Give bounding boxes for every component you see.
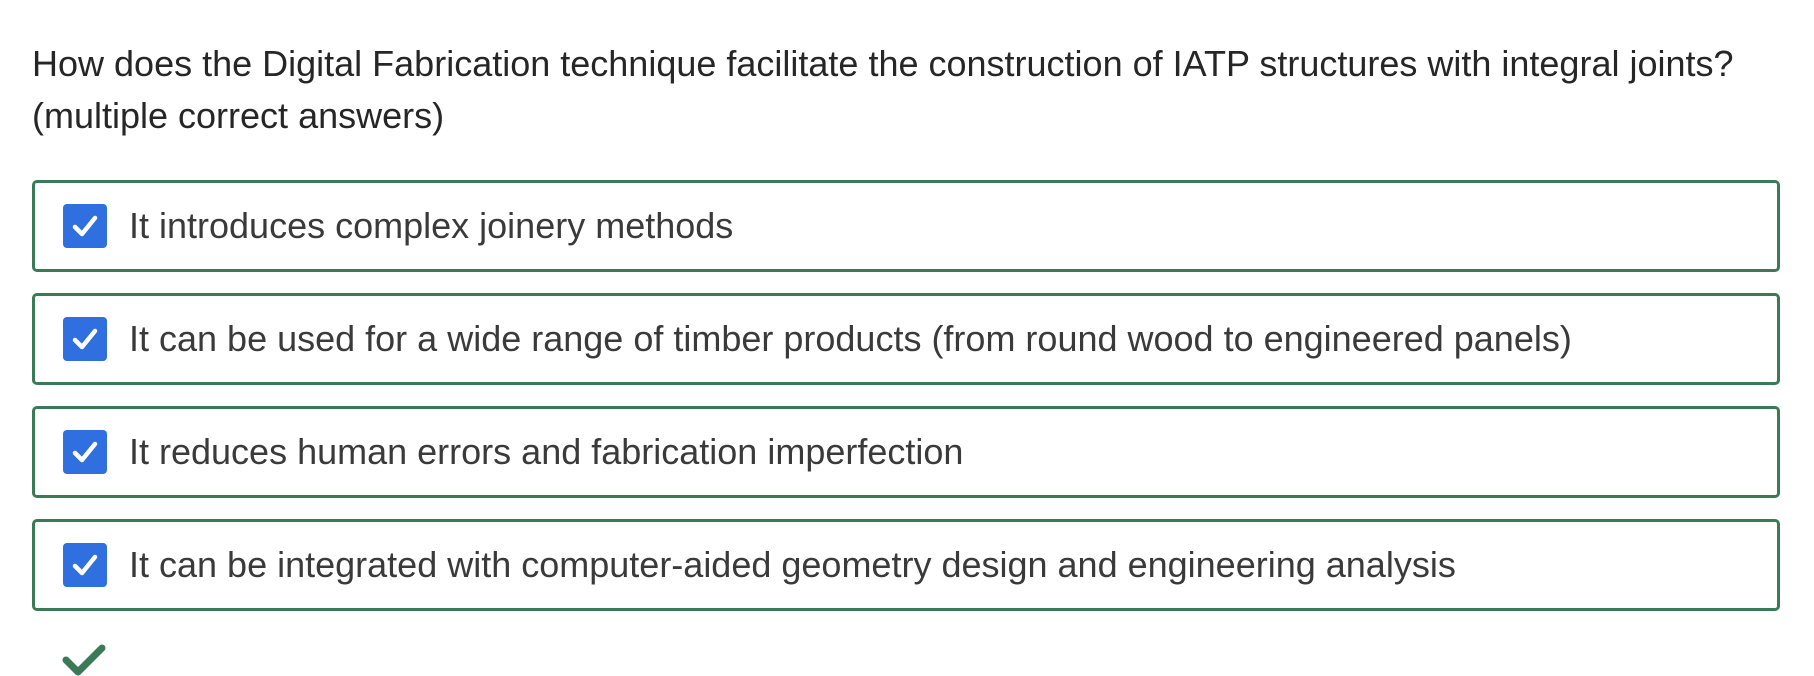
checkbox-checked-icon[interactable] [63, 204, 107, 248]
answer-option-label: It introduces complex joinery methods [129, 205, 734, 246]
answer-option-label: It can be used for a wide range of timbe… [129, 318, 1572, 359]
answer-option-label: It can be integrated with computer-aided… [129, 544, 1456, 585]
answer-options: It introduces complex joinery methods It… [32, 180, 1780, 632]
question-text: How does the Digital Fabrication techniq… [32, 43, 1734, 136]
answer-option-2[interactable]: It can be used for a wide range of timbe… [32, 293, 1780, 385]
answer-option-1[interactable]: It introduces complex joinery methods [32, 180, 1780, 272]
checkbox-checked-icon[interactable] [63, 430, 107, 474]
checkbox-checked-icon[interactable] [63, 543, 107, 587]
answer-option-4[interactable]: It can be integrated with computer-aided… [32, 519, 1780, 611]
checkbox-checked-icon[interactable] [63, 317, 107, 361]
answer-option-label: It reduces human errors and fabrication … [129, 431, 964, 472]
answer-option-3[interactable]: It reduces human errors and fabrication … [32, 406, 1780, 498]
correct-checkmark-icon [62, 642, 106, 676]
